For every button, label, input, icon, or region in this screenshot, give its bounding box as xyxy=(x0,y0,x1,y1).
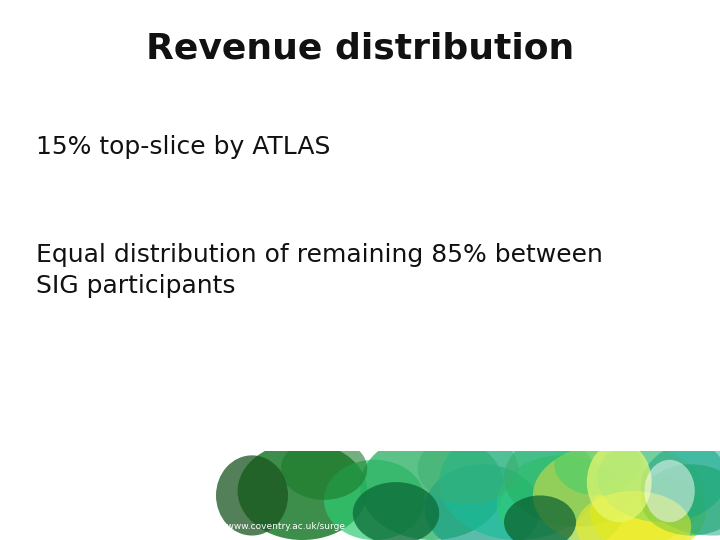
Ellipse shape xyxy=(641,437,720,536)
Ellipse shape xyxy=(497,455,626,540)
Ellipse shape xyxy=(281,437,367,500)
Ellipse shape xyxy=(504,496,576,540)
Text: Coventry, CV1 2TL.: Coventry, CV1 2TL. xyxy=(9,510,109,519)
Text: 024 7679 5757  -  surge.bes@coventry.ac.uk  -  www.coventry.ac.uk/surge: 024 7679 5757 - surge.bes@coventry.ac.uk… xyxy=(9,522,345,531)
Ellipse shape xyxy=(533,442,706,540)
Ellipse shape xyxy=(353,482,439,540)
Ellipse shape xyxy=(324,460,425,540)
Ellipse shape xyxy=(576,491,691,540)
Ellipse shape xyxy=(360,433,504,540)
Text: Equal distribution of remaining 85% between
SIG participants: Equal distribution of remaining 85% betw… xyxy=(36,244,603,298)
Ellipse shape xyxy=(216,455,288,536)
Ellipse shape xyxy=(439,424,598,540)
Ellipse shape xyxy=(504,429,648,526)
Text: SURGE : Sustainable Regeneration: SURGE : Sustainable Regeneration xyxy=(9,457,212,467)
Ellipse shape xyxy=(554,433,641,496)
Text: Futures Institute: Futures Institute xyxy=(9,476,94,486)
Ellipse shape xyxy=(238,442,367,540)
Ellipse shape xyxy=(590,473,706,540)
Ellipse shape xyxy=(425,464,540,540)
Text: 10, Coventry Innovation Village: 10, Coventry Innovation Village xyxy=(9,493,173,503)
Ellipse shape xyxy=(598,433,720,522)
Text: 15% top-slice by ATLAS: 15% top-slice by ATLAS xyxy=(36,136,330,159)
Ellipse shape xyxy=(418,433,518,504)
Ellipse shape xyxy=(644,460,695,522)
Ellipse shape xyxy=(587,442,652,522)
Text: Revenue distribution: Revenue distribution xyxy=(146,31,574,65)
Ellipse shape xyxy=(641,464,720,536)
